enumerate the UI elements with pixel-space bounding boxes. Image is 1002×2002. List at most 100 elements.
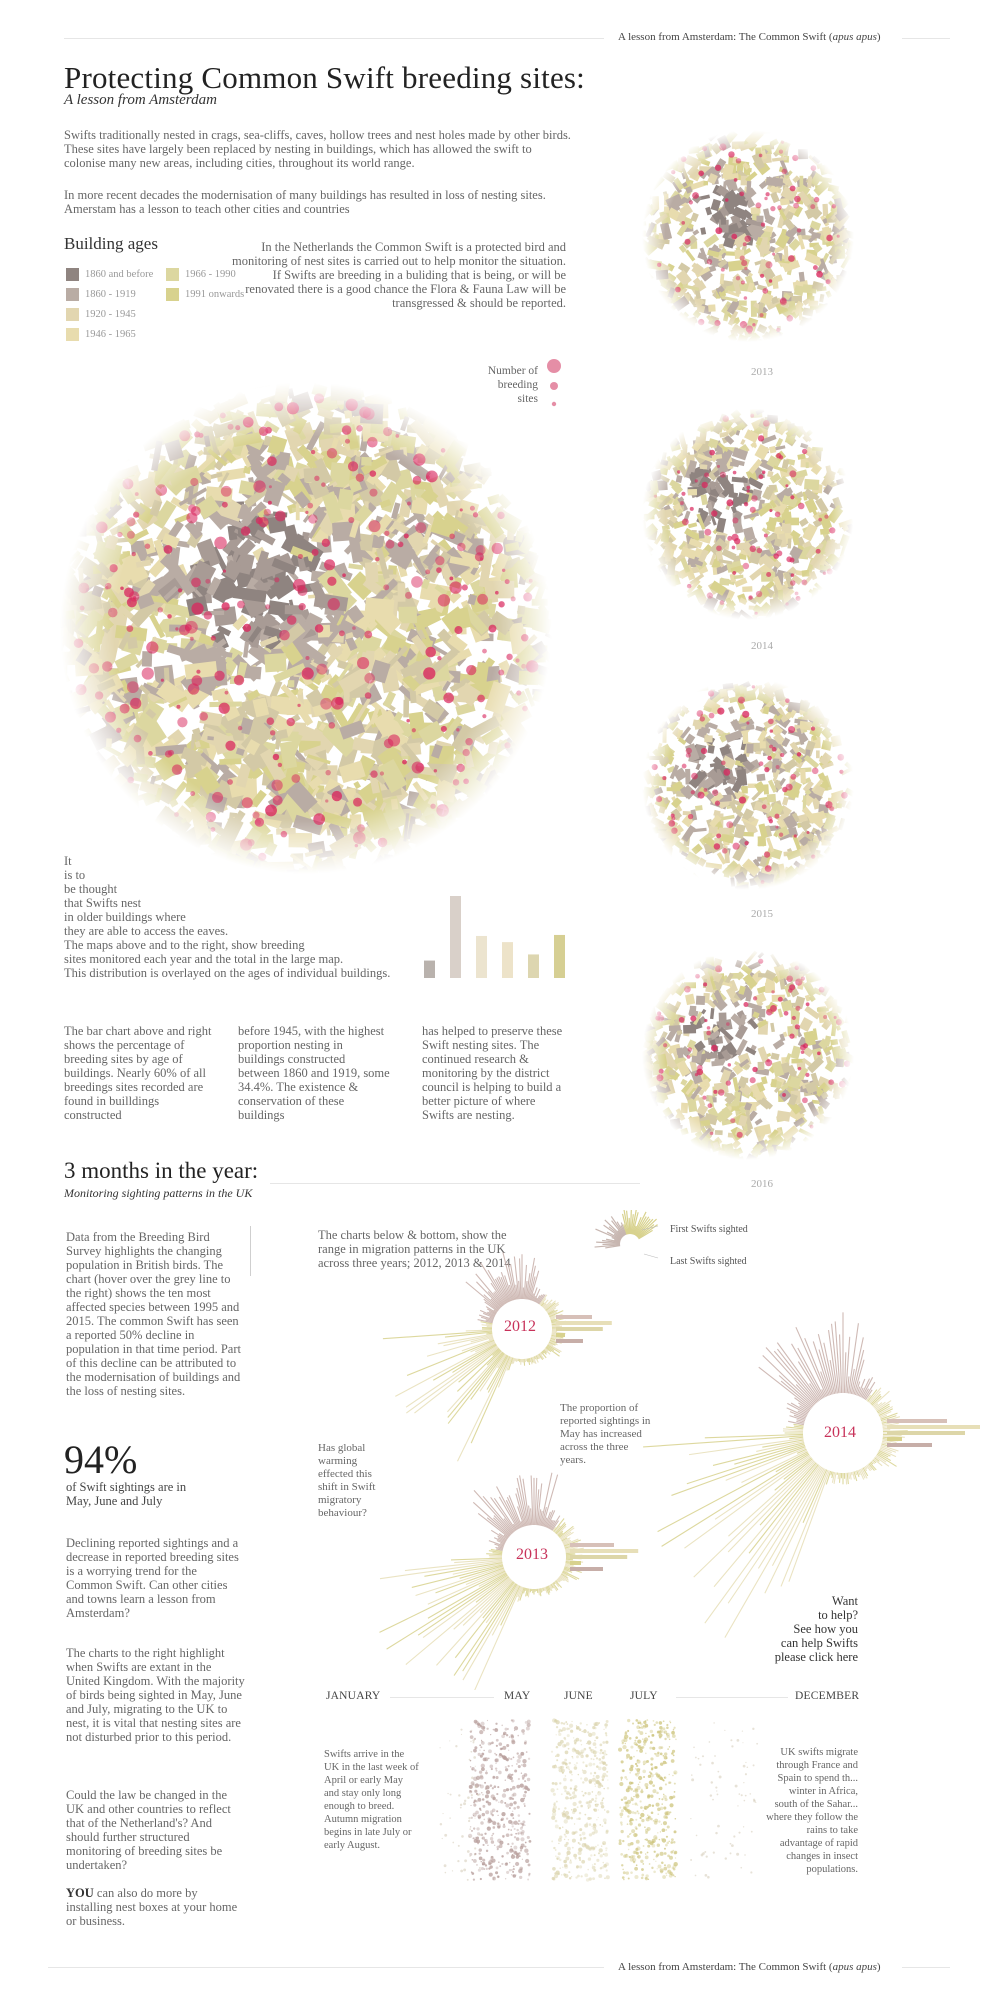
older-line: sites monitored each year and the total … [64,952,344,966]
help-line[interactable]: can help Swifts [780,1636,858,1650]
grey-line-marker[interactable] [250,1226,251,1276]
month-december: DECEMBER [795,1690,860,1702]
radial-chart-2014 [643,1312,980,1638]
running-header-text: A lesson from Amsterdam: The Common Swif… [618,31,833,43]
charts-text: The charts below & bottom, show the rang… [318,1228,511,1270]
intro-paragraph-2: In more recent decades the modernisation… [64,188,546,216]
running-footer-text: A lesson from Amsterdam: The Common Swif… [618,1961,833,1973]
amsterdam-map-2013 [640,127,856,349]
sites-legend-line: breeding [497,379,538,391]
radial-chart-2013 [379,1472,639,1690]
map-texture [56,380,567,880]
help-link[interactable]: Want to help? See how you can help Swift… [700,1594,858,1664]
left-paragraph-1: Declining reported sightings and a decre… [66,1536,239,1620]
help-line[interactable]: Want [831,1594,858,1608]
legend-label: 1946 - 1965 [85,328,136,340]
legend-item-1946-1965: 1946 - 1965 [66,328,136,341]
legend-item-1920-1945: 1920 - 1945 [66,308,136,321]
map-year-label-2016: 2016 [751,1178,773,1190]
left-paragraph-2: The charts to the right highlight when S… [66,1646,245,1744]
building-age-bar-chart [424,896,565,978]
help-line[interactable]: See how you [793,1622,858,1636]
radial-year-2012: 2012 [504,1318,536,1335]
age-bar [450,896,461,978]
sites-legend-dots [547,359,561,407]
month-may: MAY [504,1690,531,1702]
age-bar [476,935,487,978]
intro-paragraph-1: Swifts traditionally nested in crags, se… [64,128,571,170]
cta-text: YOU can also do more by installing nest … [66,1886,246,1928]
radial-migration-charts [379,1252,980,1690]
map-texture [640,407,856,633]
legend-item-1860-1919: 1860 - 1919 [66,288,136,301]
timeline-rule-2 [676,1697,788,1698]
running-header: A lesson from Amsterdam: The Common Swif… [618,31,881,43]
scatter-band-2 [618,1718,678,1881]
footer-rule-left [48,1967,604,1968]
amsterdam-map-2015 [640,677,856,897]
legend-item-1860-before: 1860 and before [66,268,153,281]
running-footer-species: apus apus [832,1961,877,1973]
map-year-label-2013: 2013 [751,366,773,378]
legend-swatch [66,328,79,341]
scatter-band-0 [467,1719,532,1881]
running-footer: A lesson from Amsterdam: The Common Swif… [618,1961,881,1973]
older-buildings-text: It is to be thought that Swifts nest in … [64,854,424,980]
running-header-species: apus apus [832,31,877,43]
help-line[interactable]: to help? [818,1608,858,1622]
legend-title: Building ages [64,234,158,253]
section2-subtitle: Monitoring sighting patterns in the UK [64,1186,253,1200]
page-subtitle: A lesson from Amsterdam [64,92,217,108]
age-bar [424,960,435,978]
stat-label: of Swift sightings are in May, June and … [66,1480,187,1508]
legend-label: 1860 and before [85,268,154,280]
older-line: in older buildings where [64,910,186,924]
older-line: is to [64,868,86,882]
age-bar [528,954,539,978]
scatter-band-1 [550,1718,610,1882]
map-texture [640,950,856,1169]
age-bar [502,942,513,978]
legend-label: 1991 onwards [185,288,245,300]
bbs-text: Data from the Breeding Bird Survey highl… [66,1230,241,1398]
page-title: Protecting Common Swift breeding sites: [64,60,585,95]
scatter-sparse [439,1722,759,1881]
legend-item-1991-onwards: 1991 onwards [166,288,244,301]
sites-legend-line: Number of [487,365,538,377]
help-line[interactable]: please click here [774,1650,858,1664]
cta-bold: YOU [66,1886,94,1900]
header-rule-right [902,38,950,39]
legend-swatch [66,308,79,321]
section2-rule [270,1183,640,1184]
warming-text: Has global warming effected this shift i… [318,1442,376,1519]
month-january: JANUARY [326,1690,381,1702]
section2-title: 3 months in the year: [64,1158,259,1183]
legend-swatch [66,268,79,281]
legend-swatch [166,288,179,301]
older-line: they are able to access the eaves. [64,924,229,938]
migrate-text: UK swifts migrate through France and Spa… [766,1747,858,1875]
older-line: The maps above and to the right, show br… [64,938,305,952]
radial-year-2014: 2014 [824,1424,856,1441]
map-texture [640,677,856,897]
timeline-rule-1 [390,1697,494,1698]
arrive-text: Swifts arrive in the UK in the last week… [324,1749,419,1851]
map-year-label-2014: 2014 [751,640,773,652]
older-line: It [64,854,72,868]
running-header-close: ) [876,31,881,43]
running-footer-close: ) [876,1961,881,1973]
legend-label: 1920 - 1945 [85,308,136,320]
legend-label: 1860 - 1919 [85,288,136,300]
amsterdam-map-2016 [640,950,856,1169]
older-line: that Swifts nest [64,896,142,910]
daily-sightings-scatter [439,1718,759,1882]
age-bar [554,934,565,978]
bar-text-col-2: before 1945, with the highest proportion… [238,1024,390,1122]
amsterdam-map-2014 [640,407,856,633]
month-june: JUNE [564,1690,593,1702]
radial-chart-2012 [382,1252,612,1462]
map-year-label-2015: 2015 [751,908,773,920]
stat-value: 94% [64,1437,138,1482]
sites-legend-line: sites [517,393,538,405]
legend-swatch [166,268,179,281]
